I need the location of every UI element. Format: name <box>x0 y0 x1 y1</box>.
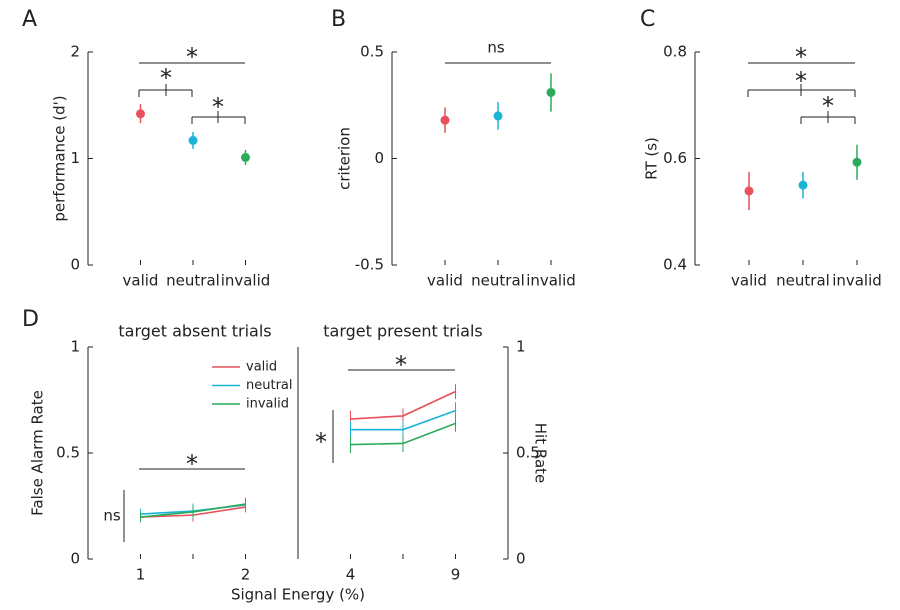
point <box>493 111 503 121</box>
y-axis-label: False Alarm Rate <box>29 390 47 516</box>
panel-label: C <box>640 7 655 32</box>
significance-label: * <box>186 43 198 71</box>
legend-label: invalid <box>246 397 289 412</box>
point <box>744 186 754 196</box>
x-tick-label: invalid <box>221 272 271 290</box>
y-tick-label: 0.4 <box>663 256 687 274</box>
x-tick-label: neutral <box>776 272 830 290</box>
x-tick-label: neutral <box>166 272 220 290</box>
x-tick-label: invalid <box>832 272 882 290</box>
significance-label: ns <box>487 39 505 57</box>
y-axis-label: criterion <box>336 127 354 190</box>
legend-label: valid <box>246 360 277 375</box>
panel-label: B <box>331 7 346 32</box>
significance-label: * <box>212 93 224 121</box>
y-tick-label: 1 <box>70 149 80 167</box>
x-tick-label: invalid <box>526 272 576 290</box>
y-tick-label: 1 <box>70 338 80 356</box>
y-tick-label: 0 <box>70 256 80 274</box>
y-axis-label: performance (d') <box>51 95 69 221</box>
y-tick-label: 0 <box>374 149 384 167</box>
y-axis-label: RT (s) <box>643 137 661 180</box>
significance-label: * <box>160 64 172 92</box>
point <box>798 180 808 190</box>
y-tick-label: 2 <box>70 43 80 61</box>
x-tick-label: neutral <box>471 272 525 290</box>
significance-label: * <box>822 92 834 120</box>
y-tick-label: 0 <box>70 550 80 568</box>
x-tick-label: valid <box>123 272 159 290</box>
x-tick-label: 9 <box>451 566 461 584</box>
x-tick-label: 2 <box>241 566 251 584</box>
y-tick-label: 0.6 <box>663 149 687 167</box>
point <box>546 87 556 97</box>
significance-label: * <box>795 43 807 71</box>
point <box>440 115 450 125</box>
significance-label: ns <box>103 507 121 525</box>
x-tick-label: 4 <box>346 566 356 584</box>
significance-label: * <box>795 67 807 95</box>
point <box>241 152 250 162</box>
significance-label: * <box>315 428 327 456</box>
point <box>188 135 198 145</box>
point <box>136 109 145 119</box>
subplot-title: target present trials <box>323 322 483 341</box>
y-tick-label: 0.5 <box>516 444 540 462</box>
panel-label: A <box>22 7 37 32</box>
y-tick-label: 1 <box>516 338 526 356</box>
point <box>852 157 862 167</box>
y-tick-label: 0.5 <box>56 444 80 462</box>
y-tick-label: 0 <box>516 550 526 568</box>
x-tick-label: 1 <box>136 566 146 584</box>
x-tick-label: valid <box>427 272 463 290</box>
significance-label: * <box>395 351 407 379</box>
y-tick-label: -0.5 <box>355 256 384 274</box>
x-tick-label: valid <box>731 272 767 290</box>
subplot-title: target absent trials <box>118 322 271 341</box>
y-tick-label: 0.8 <box>663 43 687 61</box>
panel-label: D <box>22 307 39 332</box>
y-tick-label: 0.5 <box>360 43 384 61</box>
x-axis-label: Signal Energy (%) <box>231 586 365 604</box>
significance-label: * <box>186 450 198 478</box>
legend-label: neutral <box>246 378 293 393</box>
y-axis-label: Hit Rate <box>532 423 550 484</box>
